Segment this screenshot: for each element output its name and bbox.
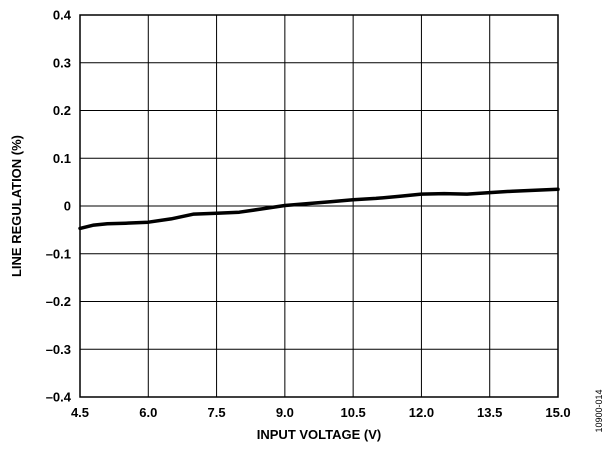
- x-tick-label: 6.0: [139, 405, 157, 420]
- y-tick-label: 0.2: [53, 103, 71, 118]
- y-tick-label: 0: [64, 199, 71, 214]
- y-tick-label: 0.3: [53, 55, 71, 70]
- y-axis-title: LINE REGULATION (%): [9, 135, 24, 277]
- x-axis-ticks: 4.5 6.0 7.5 9.0 10.5 12.0 13.5 15.0: [71, 405, 571, 420]
- plot-frame: [79, 14, 559, 398]
- x-tick-label: 13.5: [477, 405, 502, 420]
- x-tick-label: 15.0: [545, 405, 570, 420]
- y-tick-label: –0.2: [46, 294, 71, 309]
- x-axis-title: INPUT VOLTAGE (V): [257, 427, 381, 442]
- y-tick-label: –0.3: [46, 342, 71, 357]
- y-tick-label: –0.1: [46, 246, 71, 261]
- grid: [79, 14, 559, 398]
- series-group: [78, 187, 560, 231]
- y-tick-label: –0.4: [46, 390, 72, 405]
- x-tick-label: 12.0: [409, 405, 434, 420]
- x-tick-label: 4.5: [71, 405, 89, 420]
- figure-code: 10900-014: [594, 389, 604, 432]
- x-tick-label: 10.5: [340, 405, 365, 420]
- y-tick-label: 0.1: [53, 151, 71, 166]
- x-tick-label: 9.0: [276, 405, 294, 420]
- y-axis-ticks: 0.4 0.3 0.2 0.1 0 –0.1 –0.2 –0.3 –0.4: [46, 8, 72, 405]
- series-line-0: [78, 187, 560, 231]
- y-tick-label: 0.4: [53, 8, 72, 23]
- x-tick-label: 7.5: [208, 405, 226, 420]
